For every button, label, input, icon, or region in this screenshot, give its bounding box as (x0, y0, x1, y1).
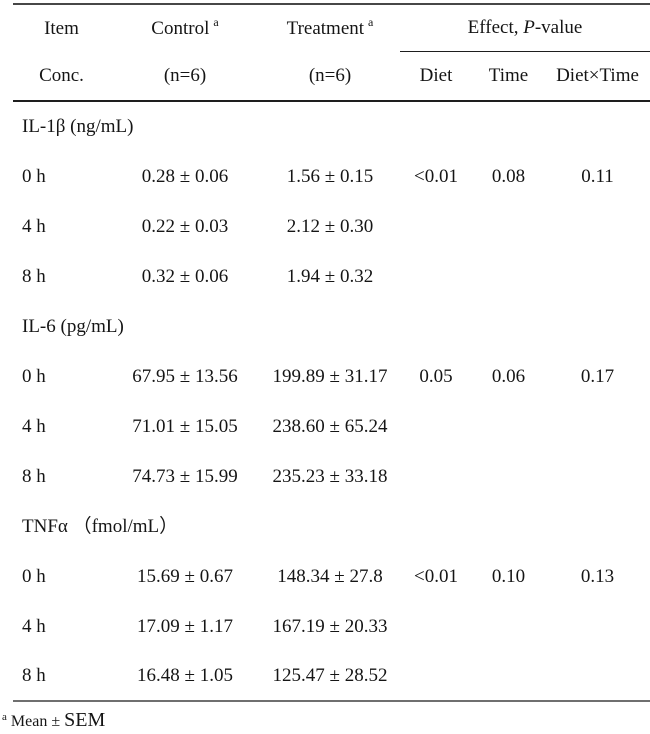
p-diet-cell (400, 601, 472, 651)
p-time-cell: 0.08 (491, 165, 526, 187)
control-value-cell: 67.95 ± 13.56 (132, 365, 238, 387)
col-header-treatment: Treatment a (260, 4, 400, 51)
control-value-cell: 0.22 ± 0.03 (141, 215, 229, 237)
section-label-tnfa: TNFα （fmol/mL） (22, 515, 179, 537)
table-row: 4 h 71.01 ± 15.05 238.60 ± 65.24 (13, 401, 650, 451)
p-diet-cell: <0.01 (414, 165, 458, 187)
p-diet-cell (400, 401, 472, 451)
p-time-cell (472, 251, 545, 301)
p-diet-cell (400, 251, 472, 301)
section-label-il6: IL-6 (pg/mL) (22, 315, 124, 337)
p-interaction-cell (545, 251, 650, 301)
p-diet-cell: <0.01 (414, 565, 458, 587)
p-time-cell (472, 201, 545, 251)
control-value-cell: 0.32 ± 0.06 (141, 265, 229, 287)
col-header-diet-x-time: Diet×Time (545, 51, 650, 102)
p-time-cell: 0.06 (491, 365, 526, 387)
p-diet-cell (400, 201, 472, 251)
control-value-cell: 15.69 ± 0.67 (137, 565, 233, 587)
p-diet-cell (400, 651, 472, 701)
time-point-cell: 0 h (22, 365, 46, 387)
control-value-cell: 17.09 ± 1.17 (137, 615, 233, 637)
col-header-treatment-n: (n=6) (260, 51, 400, 102)
time-point-cell: 8 h (22, 665, 46, 686)
time-point-cell: 4 h (22, 615, 46, 637)
table-row: 8 h 74.73 ± 15.99 235.23 ± 33.18 (13, 451, 650, 501)
col-header-item: Item (44, 17, 79, 39)
p-time-cell (472, 651, 545, 701)
treatment-value-cell: 1.56 ± 0.15 (286, 165, 374, 187)
time-point-cell: 4 h (22, 415, 46, 437)
section-row-il6: IL-6 (pg/mL) (13, 301, 650, 351)
p-time-cell: 0.10 (491, 565, 526, 587)
treatment-value-cell: 1.94 ± 0.32 (286, 265, 374, 287)
p-interaction-cell (545, 651, 650, 701)
effect-label-p-italic: P (523, 17, 535, 39)
p-interaction-cell (545, 401, 650, 451)
paper-page: Item Control a Treatment a Effect, P-value… (0, 3, 650, 734)
control-value-cell: 74.73 ± 15.99 (132, 465, 238, 487)
p-interaction-cell: 0.13 (580, 565, 615, 587)
time-point-cell: 8 h (22, 465, 46, 487)
col-header-control-n: (n=6) (110, 51, 260, 102)
col-header-control: Control a (110, 4, 260, 51)
effect-label-pre: Effect, (467, 17, 524, 39)
effect-label-post: -value (534, 17, 583, 39)
table-row: 4 h 17.09 ± 1.17 167.19 ± 20.33 (13, 601, 650, 651)
section-row-tnfa: TNFα （fmol/mL） (13, 501, 650, 551)
treatment-label: Treatment (286, 17, 365, 39)
treatment-value-cell: 167.19 ± 20.33 (272, 615, 388, 637)
section-label-il1b: IL-1β (ng/mL) (22, 116, 134, 137)
footnote-text: Mean ± (10, 713, 65, 730)
footnote-text-sem: SEM (64, 709, 106, 731)
time-point-cell: 8 h (22, 265, 46, 287)
time-point-cell: 0 h (22, 565, 46, 587)
col-header-conc: Conc. (13, 51, 110, 102)
table-row: 8 h 16.48 ± 1.05 125.47 ± 28.52 (13, 651, 650, 701)
control-footnote-marker: a (213, 15, 219, 30)
p-interaction-cell (545, 601, 650, 651)
control-value-cell: 0.28 ± 0.06 (141, 165, 229, 187)
p-interaction-cell: 0.17 (580, 365, 615, 387)
table-row: 4 h 0.22 ± 0.03 2.12 ± 0.30 (13, 201, 650, 251)
col-header-time: Time (472, 51, 545, 102)
header-row-1: Item Control a Treatment a Effect, P-value (13, 4, 650, 52)
p-interaction-cell (545, 451, 650, 501)
footnote-marker: a (2, 710, 7, 723)
treatment-value-cell: 238.60 ± 65.24 (272, 415, 388, 437)
p-interaction-cell (545, 201, 650, 251)
control-value-cell: 16.48 ± 1.05 (137, 665, 233, 686)
p-time-cell (472, 401, 545, 451)
time-point-cell: 4 h (22, 215, 46, 237)
control-value-cell: 71.01 ± 15.05 (132, 415, 238, 437)
table-row: 0 h 0.28 ± 0.06 1.56 ± 0.15 <0.01 0.08 0… (13, 151, 650, 201)
treatment-value-cell: 235.23 ± 33.18 (272, 465, 388, 487)
p-diet-cell: 0.05 (419, 365, 453, 387)
treatment-value-cell: 2.12 ± 0.30 (286, 215, 374, 237)
p-time-cell (472, 451, 545, 501)
p-interaction-cell: 0.11 (581, 165, 614, 187)
col-header-effect-pvalue: Effect, P-value (400, 4, 650, 52)
table-row: 8 h 0.32 ± 0.06 1.94 ± 0.32 (13, 251, 650, 301)
table-row: 0 h 15.69 ± 0.67 148.34 ± 27.8 <0.01 0.1… (13, 551, 650, 601)
treatment-value-cell: 125.47 ± 28.52 (272, 665, 388, 686)
p-diet-cell (400, 451, 472, 501)
header-row-2: Conc. (n=6) (n=6) Diet Time Diet×Time (13, 51, 650, 102)
cytokine-results-table: Item Control a Treatment a Effect, P-value… (13, 3, 650, 702)
treatment-footnote-marker: a (368, 15, 374, 30)
p-time-cell (472, 601, 545, 651)
section-row-il1b: IL-1β (ng/mL) (13, 101, 650, 151)
treatment-value-cell: 148.34 ± 27.8 (277, 565, 383, 587)
control-label: Control (151, 17, 210, 39)
time-point-cell: 0 h (22, 165, 46, 187)
col-header-diet: Diet (400, 51, 472, 102)
treatment-value-cell: 199.89 ± 31.17 (272, 365, 388, 387)
table-row: 0 h 67.95 ± 13.56 199.89 ± 31.17 0.05 0.… (13, 351, 650, 401)
table-footnote: a Mean ± SEM (2, 708, 650, 732)
